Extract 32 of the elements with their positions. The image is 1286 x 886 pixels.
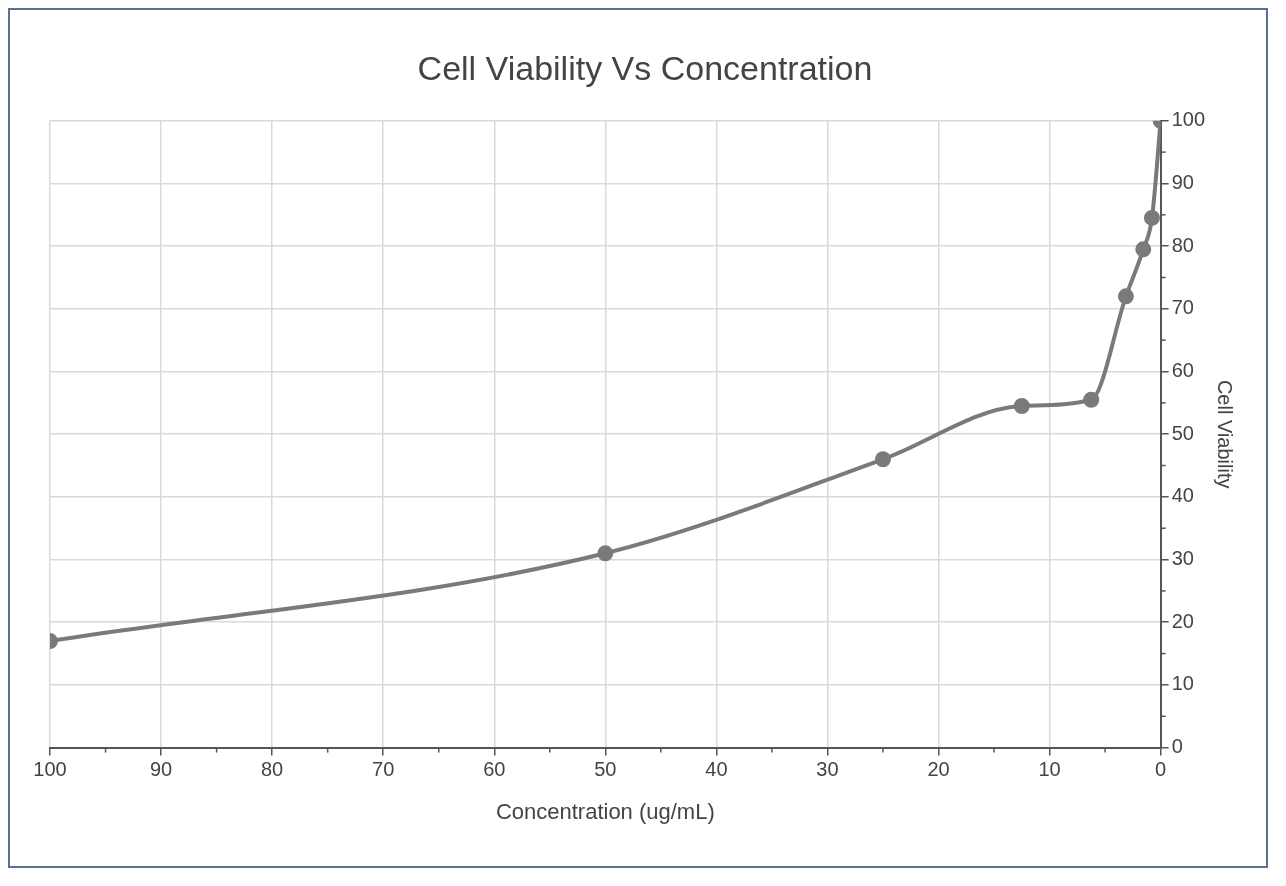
point: [597, 545, 614, 562]
y-axis-title: Cell Viability: [1214, 379, 1237, 489]
point: [874, 451, 891, 468]
y-tick-label: 50: [1171, 421, 1194, 444]
point: [1083, 391, 1100, 408]
y-tick-label: 40: [1171, 484, 1194, 507]
y-tick-label: 90: [1171, 171, 1194, 193]
x-tick-label: 20: [927, 758, 950, 781]
y-tick-label: 0: [1171, 735, 1183, 758]
y-tick-label: 10: [1171, 672, 1194, 695]
x-tick-label: 0: [1155, 758, 1167, 781]
point: [1135, 241, 1152, 258]
y-tick-label: 20: [1171, 609, 1194, 632]
x-tick-label: 60: [483, 758, 506, 781]
x-tick-label: 10: [1038, 758, 1061, 781]
x-axis-title: Concentration (ug/mL): [495, 798, 715, 824]
point: [1143, 209, 1160, 226]
x-tick-label: 50: [594, 758, 617, 781]
x-tick-label: 30: [816, 758, 839, 781]
y-tick-label: 60: [1171, 359, 1194, 382]
y-tick-label: 80: [1171, 233, 1194, 256]
x-tick-label: 80: [261, 758, 284, 781]
y-tick-label: 100: [1171, 108, 1206, 131]
x-tick-label: 90: [149, 758, 173, 781]
x-tick-label: 70: [372, 758, 395, 781]
chart-title: Cell Viability Vs Concentration: [417, 48, 873, 87]
x-tick-label: 100: [33, 758, 67, 781]
point: [1013, 397, 1030, 414]
x-tick-label: 40: [705, 758, 728, 781]
y-tick-label: 70: [1171, 296, 1194, 319]
point: [1117, 288, 1134, 305]
y-tick-label: 30: [1171, 547, 1194, 570]
